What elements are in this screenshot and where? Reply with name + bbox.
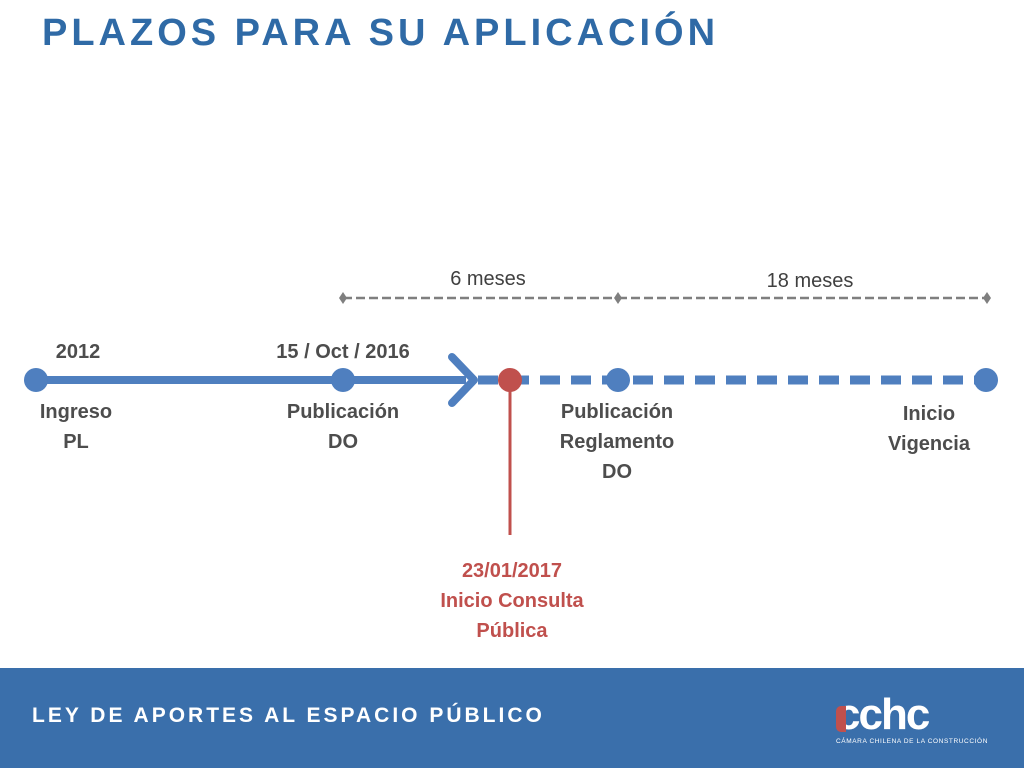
current-event-label: 23/01/2017 Inicio Consulta Pública xyxy=(440,556,583,646)
label-line: Vigencia xyxy=(888,433,970,455)
milestone-label-vigencia: Inicio Vigencia xyxy=(888,399,970,459)
milestone-label-reglamento: Publicación Reglamento DO xyxy=(560,397,674,487)
milestone-dot-reglamento xyxy=(606,368,630,392)
cchc-logo: cchc CÁMARA CHILENA DE LA CONSTRUCCIÓN xyxy=(832,690,992,754)
span-label-18-meses: 18 meses xyxy=(766,270,854,292)
milestone-label-ingreso: Ingreso PL xyxy=(40,397,112,457)
logo-subtitle: CÁMARA CHILENA DE LA CONSTRUCCIÓN xyxy=(836,738,988,745)
milestone-dot-ingreso xyxy=(24,368,48,392)
label-line: Inicio Consulta xyxy=(440,590,584,612)
milestone-dot-publicacion xyxy=(331,368,355,392)
milestone-date-publicacion: 15 / Oct / 2016 xyxy=(276,341,410,363)
span-end-marker-2 xyxy=(614,292,622,304)
milestone-dot-vigencia xyxy=(974,368,998,392)
label-line: Publicación xyxy=(560,401,674,423)
footer-bar: LEY DE APORTES AL ESPACIO PÚBLICO cchc C… xyxy=(0,668,1024,768)
span-end-marker-3 xyxy=(983,292,991,304)
slide-title: PLAZOS PARA SU APLICACIÓN xyxy=(42,12,720,54)
label-line: DO xyxy=(328,431,358,453)
label-line: Publicación xyxy=(286,401,400,423)
label-line: Inicio xyxy=(902,403,956,425)
timeline-diagram xyxy=(24,292,998,535)
span-label-6-meses: 6 meses xyxy=(450,268,526,290)
logo-wordmark: cchc xyxy=(836,690,930,739)
label-line: Pública xyxy=(476,620,548,642)
milestone-date-ingreso: 2012 xyxy=(55,341,101,363)
label-line: Reglamento xyxy=(559,431,675,453)
footer-title: LEY DE APORTES AL ESPACIO PÚBLICO xyxy=(32,704,545,727)
label-line: PL xyxy=(63,431,89,453)
label-line: DO xyxy=(602,461,632,483)
milestone-label-publicacion: Publicación DO xyxy=(287,397,399,457)
timeline-arrow-head xyxy=(448,353,478,407)
current-event-date: 23/01/2017 xyxy=(461,560,563,582)
logo-accent-mark xyxy=(836,706,846,732)
label-line: Ingreso xyxy=(39,401,113,423)
current-event-dot xyxy=(498,368,522,392)
span-end-marker-1 xyxy=(339,292,347,304)
